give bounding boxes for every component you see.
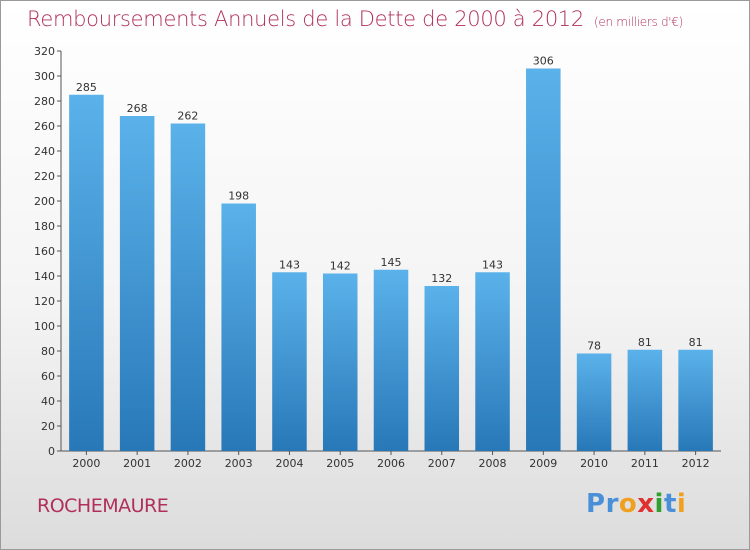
bar <box>424 286 460 451</box>
bar-value-label: 198 <box>228 190 249 203</box>
x-tick-label: 2009 <box>529 457 557 470</box>
y-tick-label: 200 <box>34 195 55 208</box>
bar <box>221 203 256 451</box>
bar <box>322 273 358 451</box>
y-tick-label: 20 <box>41 420 55 433</box>
proxiti-logo: Proxiti <box>586 489 686 519</box>
bar <box>678 349 713 451</box>
bar-value-label: 132 <box>431 272 452 285</box>
x-tick-label: 2000 <box>72 457 100 470</box>
bar-chart: 0 20 40 60 80 100 120 140 160 180 200 220 240 260 280 3… <box>34 45 721 470</box>
bar <box>119 116 155 451</box>
x-tick-label: 2012 <box>682 457 710 470</box>
y-tick-label: 320 <box>34 45 55 58</box>
y-tick-label: 40 <box>41 395 55 408</box>
chart-title: Remboursements Annuels de la Dette de 20… <box>27 7 683 31</box>
chart-title-text: Remboursements Annuels de la Dette de 20… <box>27 7 584 31</box>
bar-value-label: 262 <box>177 110 198 123</box>
bar-value-label: 142 <box>330 260 351 273</box>
x-tick-label: 2001 <box>123 457 151 470</box>
logo-letter: t <box>663 489 677 519</box>
x-tick-label: 2007 <box>428 457 456 470</box>
y-tick-label: 180 <box>34 220 55 233</box>
y-tick-label: 260 <box>34 120 55 133</box>
x-tick-label: 2002 <box>174 457 202 470</box>
bar-value-label: 78 <box>587 340 601 353</box>
y-tick-label: 240 <box>34 145 55 158</box>
bar <box>170 123 206 451</box>
bar <box>69 94 104 451</box>
bar <box>576 353 612 451</box>
x-tick-label: 2006 <box>377 457 405 470</box>
y-tick-label: 80 <box>41 345 55 358</box>
logo-letter: x <box>637 489 655 519</box>
town-name: ROCHEMAURE <box>37 495 169 517</box>
x-tick-label: 2011 <box>631 457 659 470</box>
bar-value-label: 81 <box>638 336 652 349</box>
bar-value-label: 306 <box>533 55 554 68</box>
y-tick-label: 100 <box>34 320 55 333</box>
bar <box>526 68 561 451</box>
y-tick-label: 160 <box>34 245 55 258</box>
bar-value-label: 268 <box>127 102 148 115</box>
logo-letter: i <box>676 489 687 519</box>
logo-letter: P <box>586 489 606 519</box>
y-tick-label: 300 <box>34 70 55 83</box>
y-tick-label: 280 <box>34 95 55 108</box>
bar <box>627 349 663 451</box>
bar-value-label: 145 <box>381 256 402 269</box>
bar <box>475 272 510 451</box>
logo-letter: o <box>618 489 638 519</box>
x-tick-label: 2004 <box>275 457 303 470</box>
y-tick-label: 0 <box>48 445 55 458</box>
y-tick-label: 140 <box>34 270 55 283</box>
x-tick-label: 2003 <box>225 457 253 470</box>
bar-value-label: 143 <box>482 258 503 271</box>
y-tick-label: 220 <box>34 170 55 183</box>
x-tick-label: 2010 <box>580 457 608 470</box>
x-tick-label: 2008 <box>479 457 507 470</box>
logo-letter: r <box>605 489 619 519</box>
chart-subtitle: (en milliers d'€) <box>594 15 684 29</box>
logo-letter: i <box>654 489 664 519</box>
bar-value-label: 81 <box>689 336 703 349</box>
y-tick-label: 60 <box>41 370 55 383</box>
bar <box>272 272 307 451</box>
bar-value-label: 143 <box>279 258 300 271</box>
y-tick-label: 120 <box>34 295 55 308</box>
bar-value-label: 285 <box>76 81 97 94</box>
x-tick-label: 2005 <box>326 457 354 470</box>
bar <box>373 269 409 451</box>
